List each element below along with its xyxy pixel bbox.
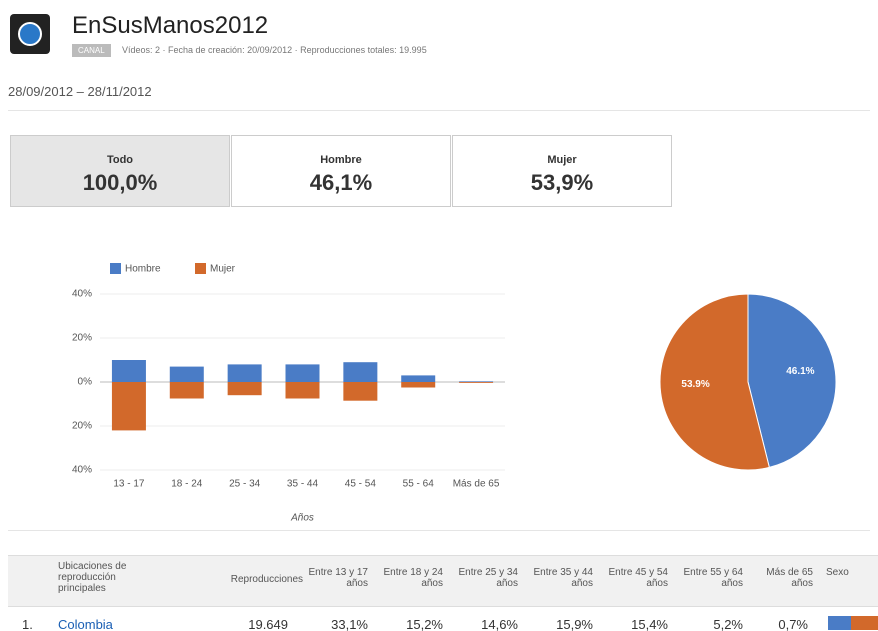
channel-meta: Vídeos: 2 · Fecha de creación: 20/09/201… bbox=[122, 45, 427, 55]
channel-title[interactable]: EnSusManos2012 bbox=[72, 12, 269, 39]
divider bbox=[8, 530, 870, 531]
table-cell: 14,6% bbox=[481, 617, 518, 631]
bar bbox=[285, 364, 320, 382]
column-header[interactable]: Entre 55 y 64 años bbox=[683, 567, 743, 589]
column-header[interactable]: Reproducciones bbox=[230, 574, 303, 585]
legend-label: Hombre bbox=[125, 264, 161, 275]
tab-value: 100,0% bbox=[82, 170, 158, 195]
date-range[interactable]: 28/09/2012 – 28/11/2012 bbox=[8, 84, 152, 99]
column-header[interactable]: Entre 13 y 17 años bbox=[308, 567, 368, 589]
table-cell: 15,9% bbox=[556, 617, 593, 631]
y-tick-label: 20% bbox=[72, 333, 92, 344]
x-tick-label: 45 - 54 bbox=[345, 479, 377, 490]
legend-label: Mujer bbox=[210, 264, 236, 275]
table-header-bg bbox=[8, 555, 878, 607]
y-tick-label: 0% bbox=[78, 377, 93, 388]
x-tick-label: 55 - 64 bbox=[403, 479, 435, 490]
table-cell: 0,7% bbox=[778, 617, 808, 631]
bar bbox=[285, 382, 320, 399]
charts: 40% 20% 0% 20% 40% Hombre Mujer 13 - 17 18 - 24 2… bbox=[72, 263, 837, 524]
sex-bar bbox=[828, 616, 878, 630]
bar bbox=[459, 382, 494, 383]
table-cell: 15,4% bbox=[631, 617, 668, 631]
summary-tab[interactable]: Todo 100,0% bbox=[10, 135, 230, 207]
tab-value: 53,9% bbox=[530, 170, 594, 195]
y-tick-label: 40% bbox=[72, 465, 92, 476]
y-tick-label: 40% bbox=[72, 289, 92, 300]
y-tick-label: 20% bbox=[72, 421, 92, 432]
column-header[interactable]: Entre 25 y 34 años bbox=[458, 567, 518, 589]
column-header[interactable]: Sexo bbox=[826, 567, 849, 578]
tab-value: 46,1% bbox=[309, 170, 373, 195]
column-header[interactable]: Ubicaciones de reproducción principales bbox=[58, 561, 127, 594]
bar bbox=[401, 375, 436, 382]
channel-icon bbox=[10, 14, 50, 54]
column-header[interactable]: Entre 35 y 44 años bbox=[533, 567, 593, 589]
bar bbox=[401, 382, 436, 388]
summary-tab[interactable]: Mujer 53,9% bbox=[452, 135, 672, 207]
x-tick-label: 25 - 34 bbox=[229, 479, 261, 490]
bar bbox=[227, 364, 262, 382]
table-cell: 1. bbox=[22, 617, 33, 631]
legend-swatch bbox=[195, 263, 206, 274]
tab-label: Mujer bbox=[547, 154, 577, 166]
column-header[interactable]: Más de 65 años bbox=[766, 567, 813, 589]
bar bbox=[343, 362, 378, 382]
summary-tab[interactable]: Hombre 46,1% bbox=[231, 135, 451, 207]
x-tick-label: Más de 65 bbox=[453, 479, 500, 490]
pie-label: 53.9% bbox=[681, 379, 709, 390]
table-cell: 19.649 bbox=[248, 617, 288, 631]
pie-label: 46.1% bbox=[786, 366, 814, 377]
badge: CANAL bbox=[72, 44, 111, 57]
x-axis-title: Años bbox=[290, 513, 314, 524]
pie-slice bbox=[747, 293, 837, 468]
divider bbox=[8, 110, 870, 111]
legend-swatch bbox=[110, 263, 121, 274]
bar bbox=[169, 366, 204, 382]
tab-label: Todo bbox=[106, 154, 134, 166]
tab-label: Hombre bbox=[320, 154, 362, 166]
table-cell: 5,2% bbox=[713, 617, 743, 631]
x-tick-label: 35 - 44 bbox=[287, 479, 319, 490]
location-link[interactable]: Colombia bbox=[58, 617, 113, 631]
bar bbox=[227, 382, 262, 396]
column-header[interactable]: Entre 18 y 24 años bbox=[383, 567, 443, 589]
bar bbox=[111, 382, 146, 431]
bar bbox=[343, 382, 378, 401]
x-tick-label: 18 - 24 bbox=[171, 479, 203, 490]
column-header[interactable]: Entre 45 y 54 años bbox=[608, 567, 668, 589]
bar bbox=[111, 360, 146, 382]
table-cell: 33,1% bbox=[331, 617, 368, 631]
table: Ubicaciones de reproducción principales R… bbox=[8, 555, 878, 631]
bar bbox=[459, 381, 494, 382]
table-cell: 15,2% bbox=[406, 617, 443, 631]
x-tick-label: 13 - 17 bbox=[113, 479, 145, 490]
bar bbox=[169, 382, 204, 399]
pie-slice bbox=[659, 293, 770, 471]
